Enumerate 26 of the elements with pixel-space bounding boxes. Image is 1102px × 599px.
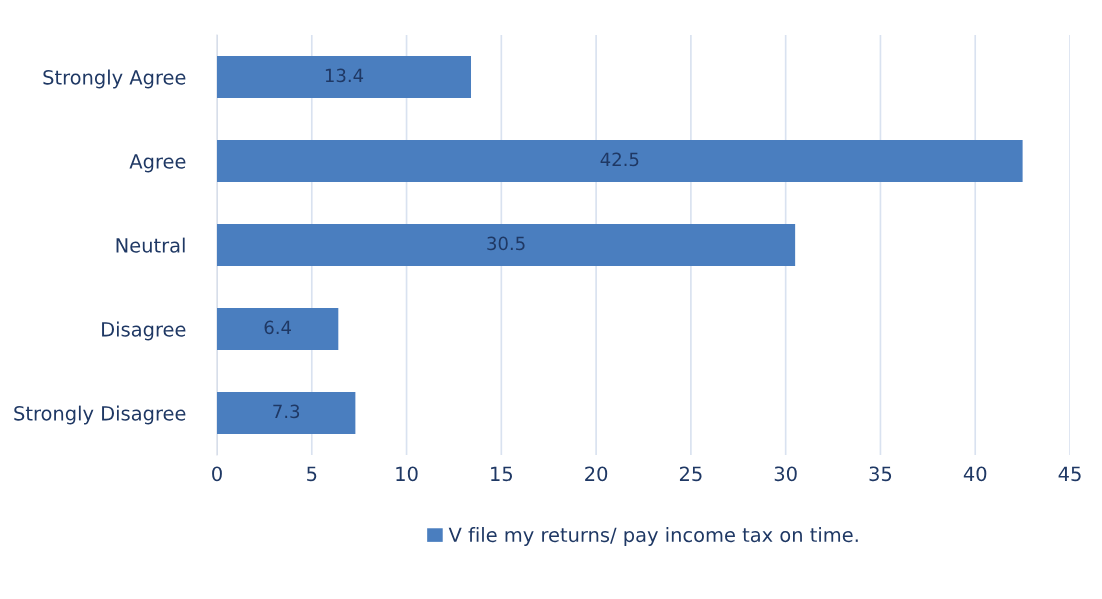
y-tick-label: Strongly Disagree — [14, 405, 186, 425]
bar — [217, 56, 471, 98]
data-label: 7.3 — [273, 404, 300, 419]
y-tick-label: Strongly Agree — [43, 69, 186, 89]
data-label: 30.5 — [487, 236, 525, 251]
legend-label: V file my returns/ pay income tax on time. — [448, 527, 858, 546]
x-tick-label: 25 — [679, 466, 702, 482]
y-tick-label: Neutral — [116, 237, 185, 253]
bar — [217, 308, 339, 350]
bar — [217, 224, 796, 266]
x-tick-label: 0 — [212, 466, 222, 482]
y-tick-label: Disagree — [102, 321, 186, 341]
data-label: 42.5 — [600, 152, 639, 167]
x-tick-label: 10 — [396, 466, 418, 482]
data-label: 13.4 — [325, 68, 364, 83]
x-tick-label: 40 — [963, 466, 987, 482]
x-tick-label: 15 — [491, 466, 513, 482]
x-tick-label: 45 — [1058, 466, 1081, 482]
data-label: 6.4 — [264, 320, 291, 335]
x-tick-label: 35 — [869, 466, 892, 482]
y-tick-label: Agree — [129, 154, 186, 173]
x-tick-label: 20 — [585, 466, 608, 482]
x-tick-label: 30 — [774, 466, 797, 482]
bar — [217, 140, 1023, 182]
x-tick-label: 5 — [307, 466, 317, 482]
bar — [217, 392, 356, 434]
